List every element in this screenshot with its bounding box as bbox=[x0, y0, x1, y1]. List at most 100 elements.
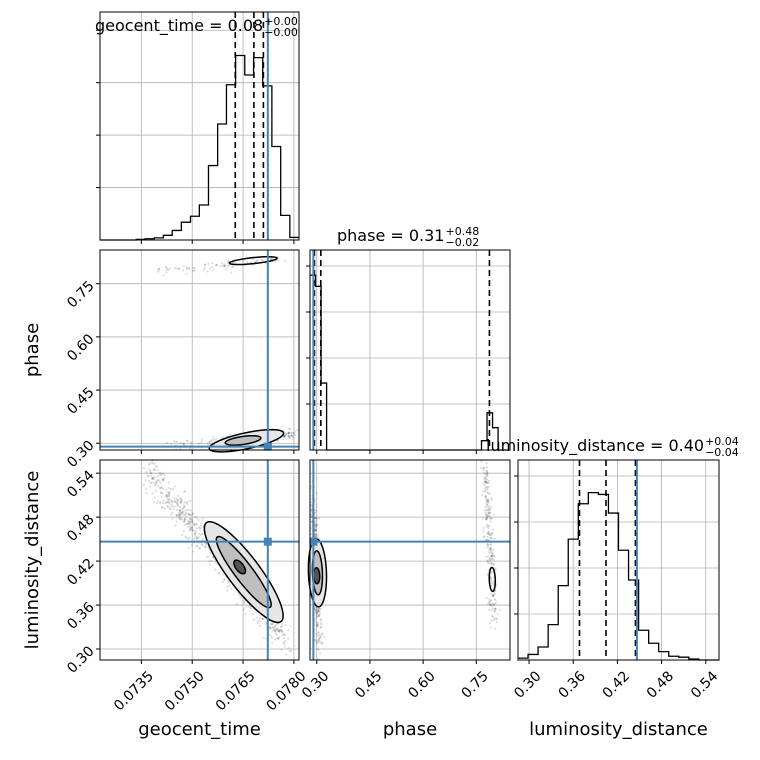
sample-point bbox=[270, 257, 273, 260]
sample-point bbox=[490, 577, 493, 580]
sample-point bbox=[495, 617, 498, 620]
sample-point bbox=[483, 477, 486, 481]
sample-point bbox=[215, 438, 218, 441]
sample-point bbox=[187, 546, 190, 549]
sample-point bbox=[151, 477, 154, 480]
sample-point bbox=[487, 509, 490, 512]
sample-point bbox=[492, 607, 495, 610]
sample-point bbox=[491, 595, 495, 598]
sample-point bbox=[200, 543, 203, 546]
sample-point bbox=[483, 471, 486, 474]
sample-point bbox=[486, 499, 489, 502]
y-axis-label-phase: phase bbox=[22, 323, 43, 377]
sample-point bbox=[256, 621, 260, 625]
sample-point bbox=[165, 495, 168, 498]
sample-point bbox=[246, 261, 249, 264]
sample-point bbox=[166, 441, 169, 445]
sample-point bbox=[190, 517, 193, 521]
sample-point bbox=[274, 638, 277, 641]
sample-point bbox=[482, 490, 485, 493]
sample-point bbox=[198, 546, 201, 550]
sample-point bbox=[155, 501, 159, 505]
sample-point bbox=[480, 467, 483, 470]
sample-point bbox=[162, 501, 165, 505]
sample-point bbox=[320, 642, 324, 645]
sample-point bbox=[288, 436, 292, 440]
sample-point bbox=[238, 594, 241, 597]
sample-point bbox=[489, 556, 492, 559]
sample-point bbox=[189, 528, 192, 531]
sample-point bbox=[187, 267, 191, 271]
sample-point bbox=[278, 630, 281, 633]
sample-point bbox=[489, 558, 492, 561]
sample-point bbox=[181, 269, 185, 272]
sample-point bbox=[271, 622, 274, 625]
sample-point bbox=[290, 434, 293, 437]
sample-point bbox=[158, 486, 161, 490]
sample-point bbox=[149, 472, 153, 475]
sample-point bbox=[282, 637, 286, 640]
sample-point bbox=[488, 492, 491, 496]
sample-point bbox=[494, 627, 497, 630]
sample-point bbox=[488, 515, 491, 518]
sample-point bbox=[318, 613, 321, 617]
sample-point bbox=[229, 433, 232, 436]
sample-point bbox=[194, 515, 197, 519]
sample-point bbox=[230, 271, 233, 274]
sample-point bbox=[185, 267, 188, 271]
sample-point bbox=[163, 474, 166, 477]
sample-point bbox=[228, 584, 231, 587]
sample-point bbox=[184, 511, 187, 514]
sample-point bbox=[222, 265, 226, 268]
sample-point bbox=[212, 438, 215, 441]
sample-point bbox=[189, 499, 192, 502]
title-minus-error: −0.02 bbox=[445, 236, 479, 249]
sample-point bbox=[178, 512, 181, 515]
sample-point bbox=[490, 551, 494, 555]
sample-point bbox=[208, 563, 211, 566]
sample-point bbox=[316, 611, 319, 614]
sample-point bbox=[282, 438, 285, 441]
sample-point bbox=[187, 508, 190, 512]
sample-point bbox=[191, 529, 194, 532]
sample-point bbox=[485, 462, 488, 465]
sample-point bbox=[488, 511, 491, 514]
data-layer bbox=[100, 12, 719, 661]
sample-point bbox=[287, 436, 290, 439]
sample-point bbox=[274, 629, 277, 633]
sample-point bbox=[487, 512, 490, 515]
sample-point bbox=[317, 615, 320, 618]
sample-point bbox=[164, 501, 167, 505]
sample-point bbox=[314, 516, 317, 519]
sample-point bbox=[162, 487, 165, 490]
sample-point bbox=[189, 509, 192, 512]
sample-point bbox=[484, 480, 487, 483]
sample-point bbox=[182, 442, 186, 445]
sample-point bbox=[161, 492, 164, 495]
sample-point bbox=[148, 462, 151, 465]
x-axis-label-geocent_time: geocent_time bbox=[138, 719, 261, 740]
sample-point bbox=[315, 608, 318, 611]
sample-point bbox=[202, 268, 205, 272]
sample-point bbox=[489, 604, 492, 607]
sample-point bbox=[191, 512, 194, 515]
sample-point bbox=[153, 462, 156, 465]
sample-point bbox=[489, 536, 492, 539]
sample-point bbox=[287, 647, 290, 650]
sample-point bbox=[190, 527, 193, 530]
sample-point bbox=[317, 639, 320, 642]
sample-point bbox=[247, 605, 251, 608]
sample-point bbox=[189, 517, 192, 521]
sample-point bbox=[486, 505, 489, 508]
sample-point bbox=[287, 431, 290, 435]
sample-point bbox=[485, 523, 489, 526]
sample-point bbox=[192, 550, 195, 553]
sample-point bbox=[182, 507, 185, 510]
sample-point bbox=[483, 484, 486, 487]
sample-point bbox=[188, 529, 191, 532]
sample-point bbox=[493, 603, 496, 606]
sample-point bbox=[315, 611, 318, 614]
sample-point bbox=[214, 568, 217, 571]
sample-point bbox=[196, 536, 199, 540]
sample-point bbox=[170, 443, 173, 446]
